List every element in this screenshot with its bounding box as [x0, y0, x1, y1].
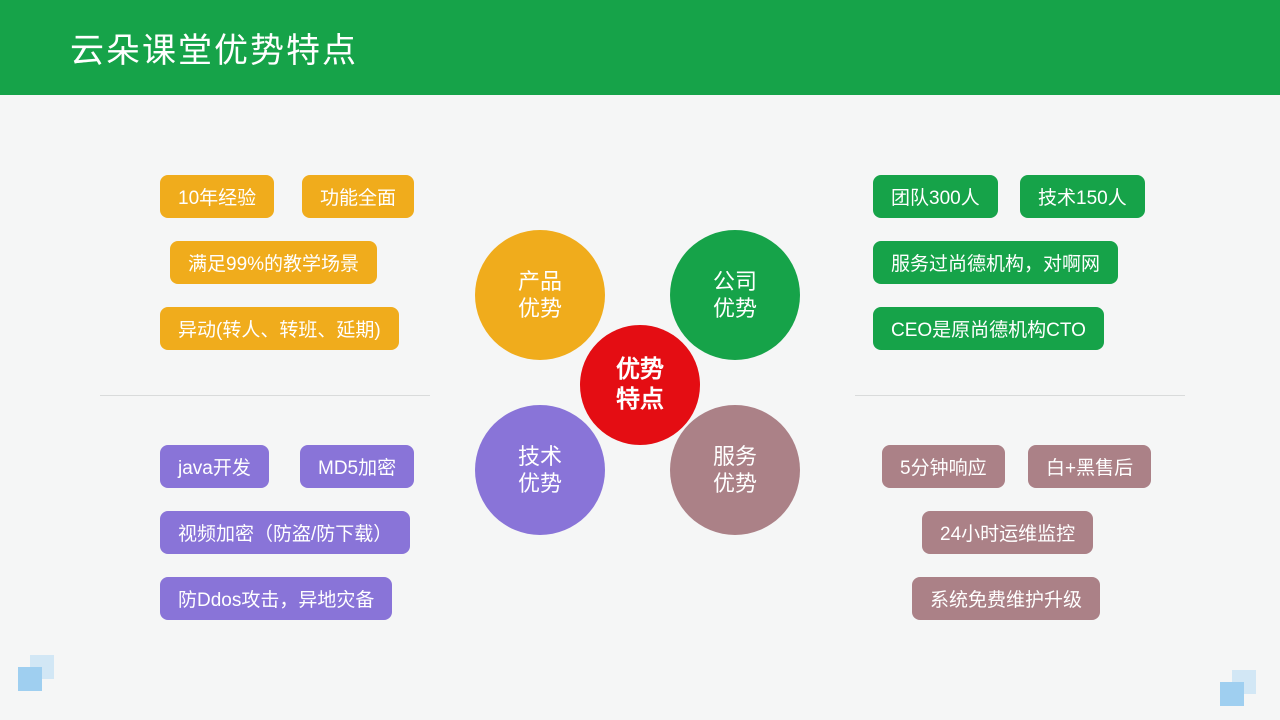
petal-service: 服务优势 — [670, 405, 800, 535]
slide-title: 云朵课堂优势特点 — [70, 23, 358, 72]
feature-pill: 防Ddos攻击，异地灾备 — [160, 577, 392, 620]
feature-pill: java开发 — [160, 445, 269, 488]
center-circle: 优势特点 — [580, 325, 700, 445]
feature-pill: 5分钟响应 — [882, 445, 1005, 488]
feature-pill: CEO是原尚德机构CTO — [873, 307, 1104, 350]
feature-pill: 10年经验 — [160, 175, 274, 218]
corner-deco-right — [1220, 670, 1260, 710]
feature-pill: 功能全面 — [302, 175, 414, 218]
slide-header: 云朵课堂优势特点 — [0, 0, 1280, 95]
feature-pill: 服务过尚德机构，对啊网 — [873, 241, 1118, 284]
feature-pill: 24小时运维监控 — [922, 511, 1093, 554]
feature-pill: 异动(转人、转班、延期) — [160, 307, 399, 350]
petal-tech: 技术优势 — [475, 405, 605, 535]
divider-right — [855, 395, 1185, 396]
feature-pill: 团队300人 — [873, 175, 998, 218]
diagram-canvas: 产品优势 公司优势 技术优势 服务优势 优势特点 10年经验功能全面满足99%的… — [0, 95, 1280, 720]
feature-pill: 视频加密（防盗/防下载） — [160, 511, 410, 554]
feature-pill: MD5加密 — [300, 445, 414, 488]
feature-pill: 白+黑售后 — [1028, 445, 1151, 488]
petal-company: 公司优势 — [670, 230, 800, 360]
corner-deco-left — [18, 655, 58, 695]
feature-pill: 系统免费维护升级 — [912, 577, 1100, 620]
feature-pill: 满足99%的教学场景 — [170, 241, 377, 284]
petal-product: 产品优势 — [475, 230, 605, 360]
divider-left — [100, 395, 430, 396]
feature-pill: 技术150人 — [1020, 175, 1145, 218]
